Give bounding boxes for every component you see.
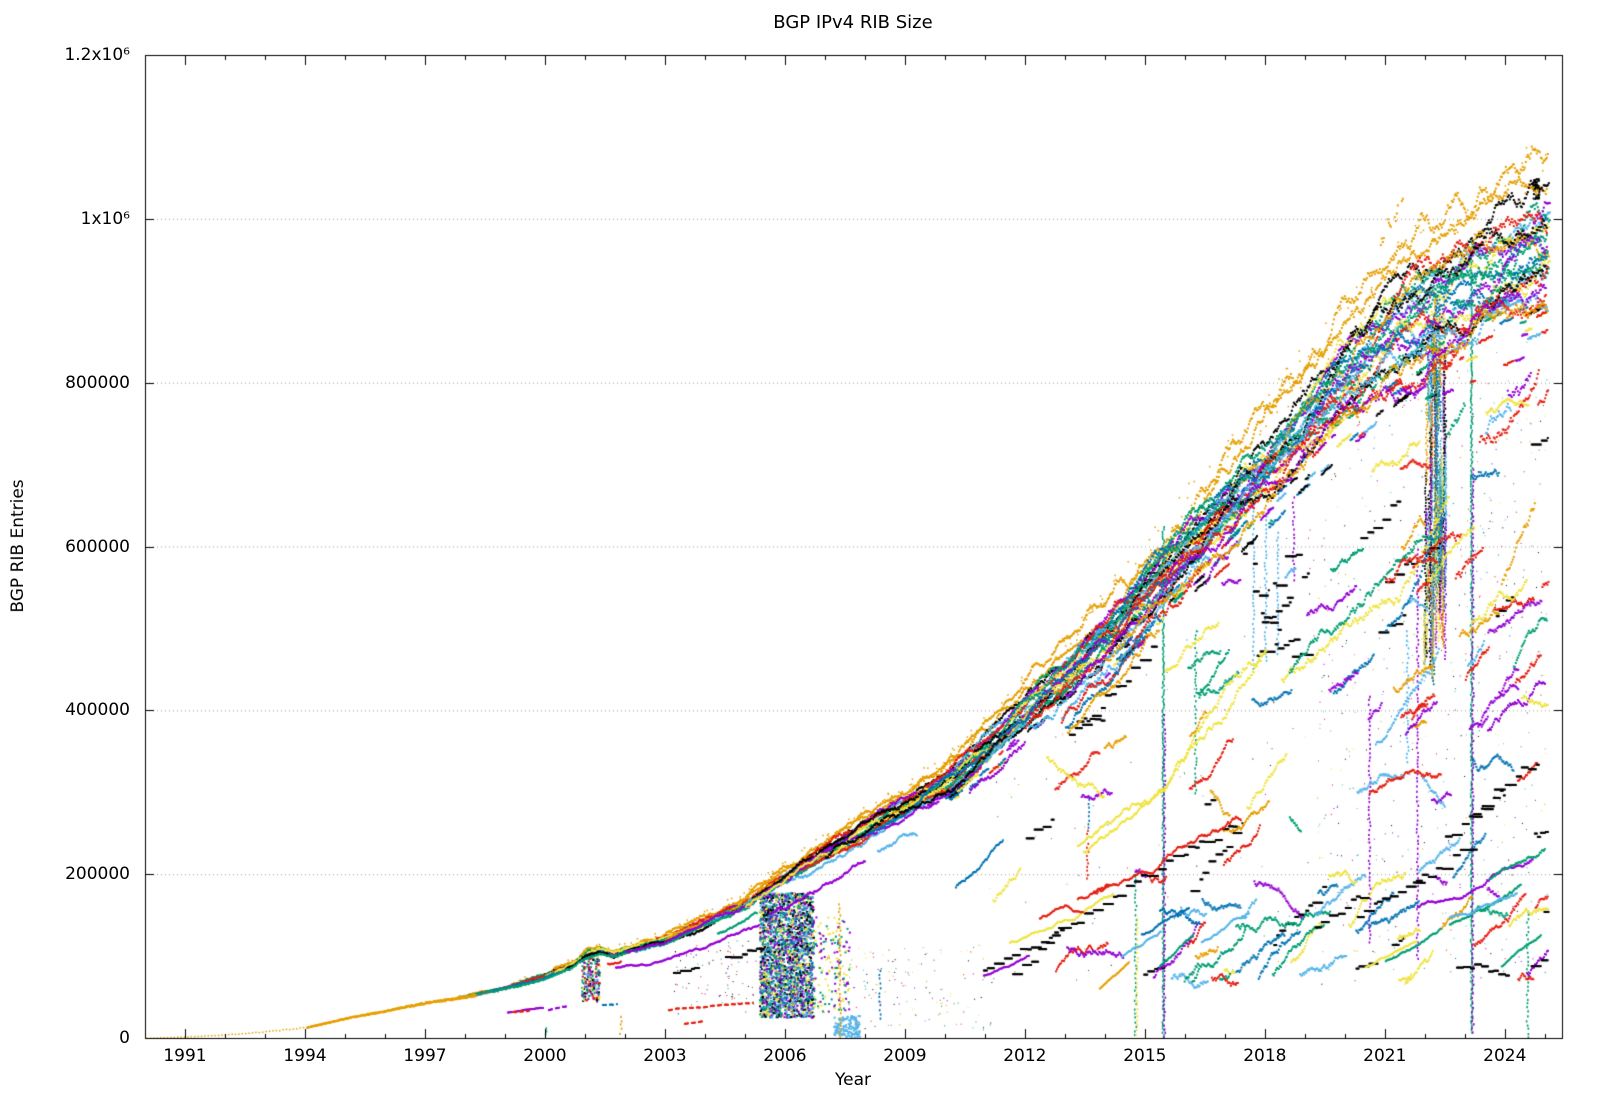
y-tick-label: 800000 [65, 372, 130, 393]
x-tick-label: 2024 [1483, 1046, 1527, 1066]
x-tick-label: 2006 [763, 1046, 807, 1066]
y-tick-label: 1.2x10⁶ [64, 45, 130, 65]
x-tick-label: 2021 [1363, 1046, 1407, 1066]
x-tick-label: 2003 [643, 1046, 687, 1066]
x-axis-title: Year [835, 1070, 871, 1090]
y-tick-label: 400000 [65, 700, 130, 721]
x-tick-label: 1991 [163, 1046, 207, 1066]
x-tick-label: 2015 [1123, 1046, 1167, 1066]
y-tick-label: 200000 [65, 864, 130, 885]
x-tick-label: 2000 [523, 1046, 567, 1066]
x-tick-label: 1994 [283, 1046, 327, 1066]
chart-title: BGP IPv4 RIB Size [773, 12, 933, 33]
x-tick-label: 2009 [883, 1046, 927, 1066]
y-tick-label: 600000 [65, 536, 130, 557]
x-tick-label: 2018 [1243, 1046, 1287, 1066]
y-tick-label: 1x10⁶ [80, 208, 130, 229]
y-tick-label: 0 [119, 1028, 130, 1048]
x-tick-label: 1997 [403, 1046, 447, 1066]
x-tick-label: 2012 [1003, 1046, 1047, 1066]
